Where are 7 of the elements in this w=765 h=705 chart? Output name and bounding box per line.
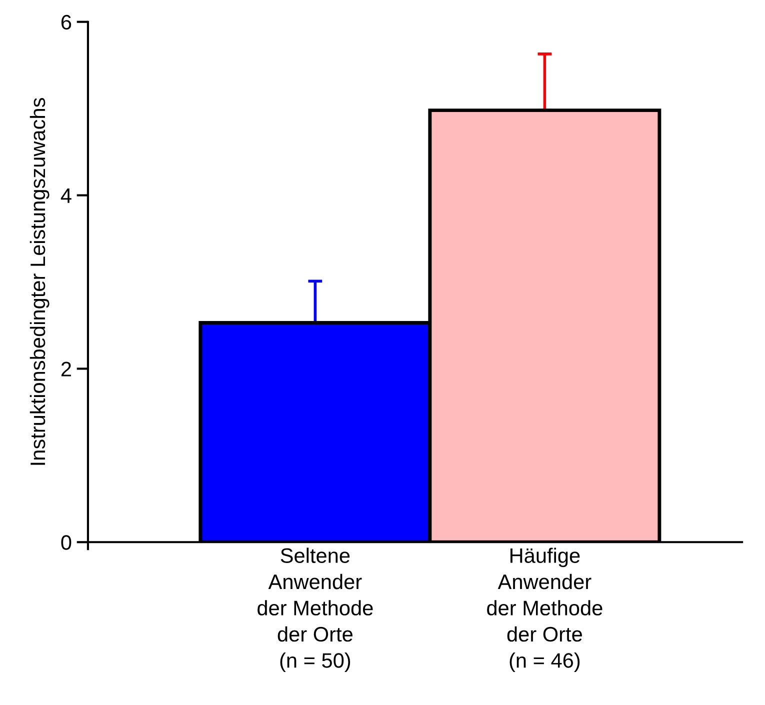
- y-tick-label: 0: [61, 535, 72, 550]
- y-tick-label: 6: [61, 14, 72, 30]
- x-tick-label: Häufige Anwender der Methode der Orte (n = 46): [487, 548, 602, 672]
- y-axis-title: Instruktionsbedingter Leistungszuwachs: [30, 98, 50, 465]
- y-tick-label: 4: [60, 188, 72, 203]
- x-tick-label: Seltene Anwender der Methode der Orte (n = 50): [258, 548, 373, 672]
- y-tick-label: 2: [61, 362, 71, 376]
